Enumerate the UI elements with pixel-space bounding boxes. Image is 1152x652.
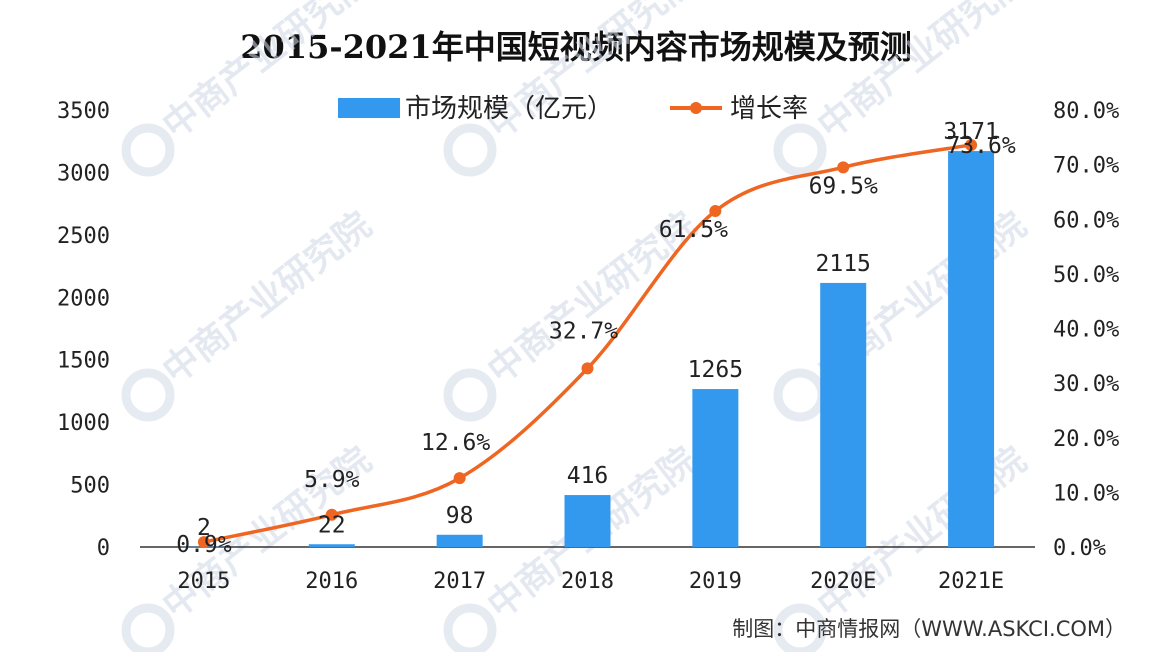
- source-note: 制图：中商情报网（WWW.ASKCI.COM）: [732, 617, 1126, 641]
- line-point: [837, 161, 850, 174]
- x-tick-label: 2021E: [938, 569, 1004, 594]
- growth-value-label: 32.7%: [549, 318, 618, 344]
- left-tick-label: 500: [70, 474, 110, 499]
- line-point: [965, 138, 978, 151]
- x-tick-label: 2020E: [810, 569, 876, 594]
- data-labels: 2 22 984161265211531710.9%5.9%12.6%32.7%61…: [176, 119, 1016, 558]
- growth-value-label: 69.5%: [809, 173, 878, 199]
- x-tick-label: 2018: [561, 569, 614, 594]
- right-tick-label: 80.0%: [1053, 99, 1119, 124]
- legend-line-marker: [690, 102, 702, 114]
- x-tick-label: 2017: [433, 569, 486, 594]
- right-tick-label: 30.0%: [1053, 372, 1119, 397]
- legend-bar-label: 市场规模（亿元）: [405, 94, 613, 124]
- left-tick-label: 0: [97, 536, 110, 561]
- bar: [308, 544, 355, 547]
- bar-series: [180, 151, 995, 548]
- left-tick-label: 1000: [57, 411, 110, 436]
- left-tick-label: 3000: [57, 161, 110, 186]
- legend-bar-swatch: [338, 98, 400, 118]
- left-tick-label: 3500: [57, 99, 110, 124]
- bar: [436, 534, 483, 547]
- left-tick-label: 2500: [57, 224, 110, 249]
- line-point: [453, 472, 466, 485]
- bar-value-label: 3171: [943, 119, 998, 145]
- left-tick-label: 1500: [57, 349, 110, 374]
- growth-value-label: 12.6%: [421, 430, 490, 456]
- right-tick-label: 10.0%: [1053, 481, 1119, 506]
- line-series: [197, 138, 978, 549]
- right-tick-label: 60.0%: [1053, 208, 1119, 233]
- bar: [820, 282, 867, 547]
- growth-value-label: 0.9%: [176, 532, 232, 558]
- line-point: [581, 362, 594, 375]
- bar-value-label: 2115: [816, 251, 871, 277]
- right-tick-label: 70.0%: [1053, 154, 1119, 179]
- left-tick-label: 2000: [57, 286, 110, 311]
- right-tick-label: 40.0%: [1053, 318, 1119, 343]
- growth-value-label: 61.5%: [659, 217, 728, 243]
- growth-value-label: 73.6%: [946, 133, 1015, 159]
- legend: 市场规模（亿元） 增长率: [338, 94, 808, 124]
- right-tick-label: 0.0%: [1053, 536, 1106, 561]
- line-point: [197, 536, 210, 549]
- x-tick-label: 2016: [305, 569, 358, 594]
- bar-value-label: 1265: [688, 357, 743, 383]
- x-tick-label: 2019: [689, 569, 742, 594]
- x-tick-label: 2015: [177, 569, 230, 594]
- bar-value-label: 2: [197, 515, 211, 541]
- line-point: [325, 508, 338, 521]
- growth-value-label: 5.9%: [304, 467, 360, 493]
- legend-line-label: 增长率: [730, 94, 808, 124]
- right-tick-label: 50.0%: [1053, 263, 1119, 288]
- bar: [692, 389, 739, 547]
- chart-title: 2015-2021年中国短视频内容市场规模及预测: [240, 28, 912, 66]
- line-point: [709, 205, 722, 218]
- bar-value-label: 22: [318, 512, 346, 538]
- bar: [564, 495, 611, 547]
- right-tick-label: 20.0%: [1053, 427, 1119, 452]
- bar-value-label: 416: [567, 463, 609, 489]
- bar-value-label: 98: [446, 503, 474, 529]
- bar: [948, 151, 995, 547]
- chart-axes: 0 500 1000 1500 2000 2500 3000 3500 0.0% 10.0% 20.…: [57, 99, 1119, 594]
